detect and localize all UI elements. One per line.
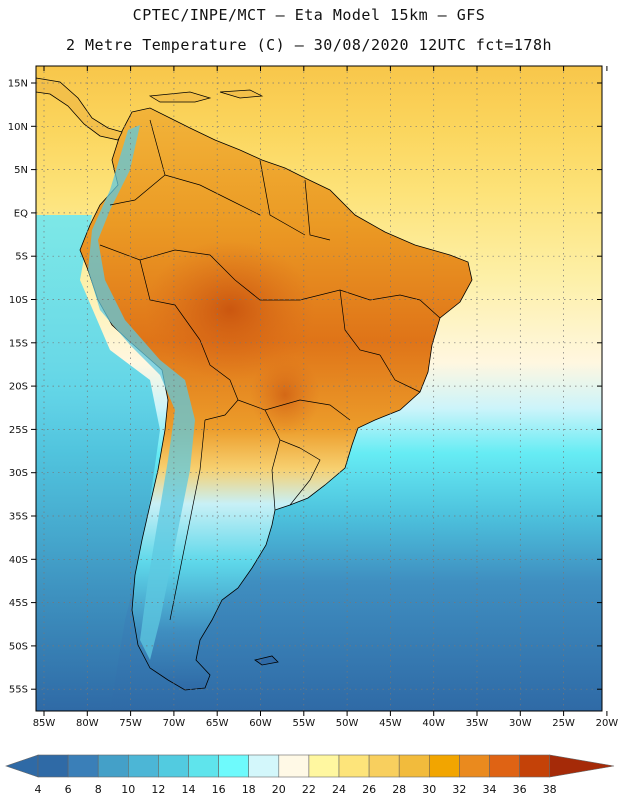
- lon-label: 25W: [552, 718, 575, 729]
- lat-label: EQ: [14, 208, 28, 219]
- lon-label: 75W: [119, 718, 142, 729]
- colorbar-label: 26: [362, 783, 376, 796]
- lat-label: 5N: [14, 165, 28, 176]
- hot-region-south: [250, 355, 320, 435]
- lon-label: 20W: [596, 718, 618, 729]
- colorbar-label: 24: [332, 783, 346, 796]
- lat-label: 10N: [8, 122, 28, 133]
- lon-label: 85W: [33, 718, 56, 729]
- colorbar-swatch: [128, 754, 159, 778]
- map-title-line1: CPTEC/INPE/MCT – Eta Model 15km – GFS: [132, 6, 486, 24]
- colorbar-label: 34: [483, 783, 497, 796]
- falkland-islands: [254, 655, 279, 666]
- colorbar-label: 14: [182, 783, 196, 796]
- colorbar-label: 20: [272, 783, 286, 796]
- lat-label: 20S: [9, 382, 28, 393]
- lon-label: 65W: [206, 718, 229, 729]
- lat-label: 25S: [9, 425, 28, 436]
- colorbar-label: 28: [392, 783, 406, 796]
- colorbar-label: 22: [302, 783, 316, 796]
- colorbar-swatch: [368, 754, 400, 778]
- colorbar-swatch: [218, 754, 250, 778]
- country-borders: [99, 119, 441, 621]
- colorbar-arrow-right: [549, 754, 615, 778]
- lon-label: 45W: [379, 718, 402, 729]
- colorbar-label: 16: [212, 783, 226, 796]
- colorbar-swatch: [459, 754, 490, 778]
- colorbar-label: 4: [35, 783, 42, 796]
- colorbar-swatch: [338, 754, 370, 778]
- lon-label: 80W: [76, 718, 99, 729]
- colorbar-swatch: [428, 754, 460, 778]
- colorbar-swatch: [519, 754, 550, 778]
- lon-label: 40W: [422, 718, 445, 729]
- lat-label: 55S: [9, 685, 28, 696]
- map-title-line2: 2 Metre Temperature (C) – 30/08/2020 12U…: [65, 36, 553, 54]
- colorbar: 4 6 8 10 12 14 16 18 20 22 24 26 28 30 32 34 36 38: [5, 754, 615, 796]
- lon-label: 60W: [249, 718, 272, 729]
- lon-label: 70W: [163, 718, 186, 729]
- colorbar-swatch: [308, 754, 340, 778]
- colorbar-swatch: [158, 754, 189, 778]
- colorbar-swatch: [278, 754, 310, 778]
- lat-label: 35S: [9, 512, 28, 523]
- colorbar-swatch: [67, 754, 99, 778]
- central-america-land: [36, 77, 123, 141]
- map-frame: [35, 65, 603, 712]
- graticule: [36, 66, 602, 711]
- colorbar-swatch: [398, 754, 430, 778]
- colorbar-label: 32: [452, 783, 466, 796]
- pacific-field: [36, 215, 160, 711]
- lon-label: 50W: [336, 718, 359, 729]
- lon-label: 35W: [466, 718, 489, 729]
- colorbar-label: 10: [121, 783, 135, 796]
- lat-label: 5S: [15, 252, 28, 263]
- colorbar-label: 12: [151, 783, 165, 796]
- colorbar-label: 38: [543, 783, 557, 796]
- lon-label: 55W: [292, 718, 315, 729]
- caribbean-island: [219, 89, 264, 99]
- colorbar-label: 30: [422, 783, 436, 796]
- colorbar-swatch: [188, 754, 219, 778]
- andes-cool-strip: [88, 125, 195, 660]
- lat-label: 15N: [8, 79, 28, 90]
- lat-label: 50S: [9, 641, 28, 652]
- colorbar-arrow-left: [5, 754, 39, 778]
- colorbar-label: 6: [65, 783, 72, 796]
- lat-label: 15S: [9, 338, 28, 349]
- lat-label: 30S: [9, 468, 28, 479]
- hot-region: [145, 240, 315, 380]
- colorbar-swatch: [37, 754, 69, 778]
- colorbar-label: 8: [95, 783, 102, 796]
- lat-label: 45S: [9, 598, 28, 609]
- colorbar-swatch: [97, 754, 129, 778]
- lat-label: 10S: [9, 295, 28, 306]
- colorbar-swatch: [248, 754, 280, 778]
- colorbar-label: 18: [242, 783, 256, 796]
- lat-label: 40S: [9, 555, 28, 566]
- caribbean-island: [148, 91, 212, 103]
- lon-label: 30W: [509, 718, 532, 729]
- colorbar-swatch: [489, 754, 520, 778]
- colorbar-label: 36: [513, 783, 527, 796]
